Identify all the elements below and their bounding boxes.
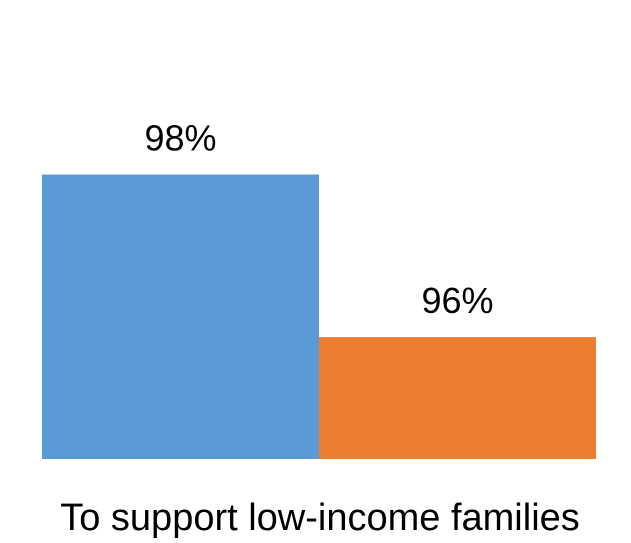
bar-series-1 xyxy=(42,174,319,459)
data-label-series-1: 98% xyxy=(144,118,216,159)
data-label-series-2: 96% xyxy=(421,280,493,321)
category-label: To support low-income families xyxy=(60,497,580,539)
data-labels-group: 98% 96% xyxy=(144,118,493,322)
bar-series-2 xyxy=(319,337,596,459)
bars-group xyxy=(42,174,596,459)
